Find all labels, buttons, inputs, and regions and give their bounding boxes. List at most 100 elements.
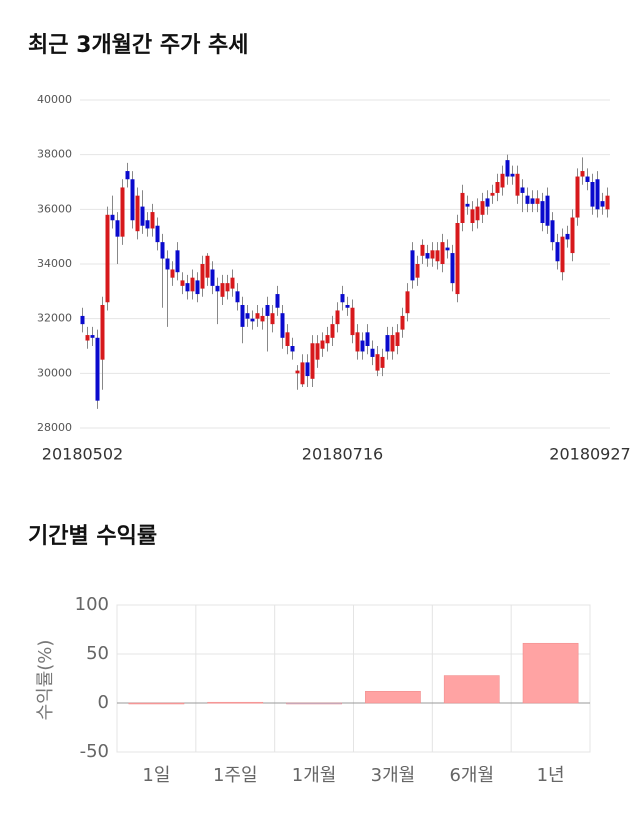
candle-body [470,209,475,223]
candle-body [455,223,460,295]
candle-body [380,356,385,368]
candle-body [100,305,105,360]
bar [207,701,264,704]
candle-body [430,250,435,259]
x-tick-label: 20180927 [549,445,630,464]
x-tick-label: 3개월 [371,765,416,786]
candle-body [545,195,550,226]
candle-body [580,171,585,177]
candle-body [205,255,210,278]
candle-body [465,203,470,207]
candle-body [215,285,220,292]
candle-body [160,242,165,259]
candle-body [480,201,485,215]
candle-body [435,250,440,262]
candle-body [280,313,285,338]
candle-body [155,225,160,243]
candle-body [110,214,115,221]
y-tick-label: 32000 [37,312,72,325]
x-tick-label: 20180716 [302,445,383,464]
candle-body [115,220,120,237]
candle-body [535,198,540,204]
bar [128,702,185,705]
candle-body [175,250,180,273]
candle-body [600,201,605,207]
candle-body [130,179,135,221]
y-tick-label: 40000 [37,93,72,106]
candle-body [540,201,545,223]
candle-body [250,318,255,322]
candle-body [120,187,125,237]
candle-body [340,294,345,303]
candle-body [525,195,530,204]
candle-body [345,305,350,308]
y-tick-label: 100 [75,594,109,615]
candle-body [560,236,565,273]
bar [286,702,342,705]
candle-body [170,269,175,278]
candle-body [275,294,280,308]
chart-title: 최근 3개월간 주가 추세 [28,33,248,58]
candle-body [260,315,265,322]
candle-body [555,242,560,262]
candle-body [330,324,335,338]
candle-body [240,305,245,327]
candle-body [285,332,290,346]
candle-body [210,269,215,286]
candle-body [265,305,270,316]
y-tick-label: 38000 [37,148,72,161]
candle-body [325,335,330,344]
candle-body [185,283,190,292]
bar [522,642,579,704]
candle-body [80,315,85,325]
candle-body [605,195,610,210]
candle-body [595,179,600,210]
candle-body [105,214,110,303]
candle-body [180,280,185,286]
candle-body [230,277,235,289]
candle-body [350,307,355,336]
x-tick-label: 1개월 [292,765,337,786]
y-tick-label: 36000 [37,202,72,215]
candle-body [335,310,340,325]
candle-body [315,343,320,360]
candle-body [150,212,155,229]
candle-body [355,332,360,352]
y-tick-label: 50 [86,643,109,664]
candle-body [370,348,375,357]
candle-body [395,332,400,346]
candle-body [485,198,490,207]
candle-body [135,195,140,232]
candle-body [415,264,420,278]
x-tick-label: 1일 [142,765,170,786]
x-tick-label: 20180502 [42,445,123,464]
candle-body [85,335,90,341]
candle-body [490,192,495,196]
candle-body [565,233,570,240]
candle-body [95,337,100,401]
candle-body [295,370,300,374]
y-axis-label: 수익률(%) [35,640,56,721]
candle-body [400,315,405,330]
candle-body [255,313,260,319]
candle-body [375,354,380,371]
candle-body [310,343,315,379]
candle-body [200,264,205,289]
candle-body [425,253,430,259]
candle-body [125,171,130,180]
bar [443,675,500,704]
candle-body [520,187,525,193]
candle-body [530,198,535,204]
x-tick-label: 6개월 [449,765,494,786]
candle-body [305,362,310,377]
candle-body [220,283,225,297]
x-tick-label: 1주일 [213,765,258,786]
candle-body [90,335,95,338]
candle-body [225,283,230,292]
candle-body [515,173,520,196]
candle-body [570,217,575,254]
candle-body [320,340,325,349]
candle-body [140,206,145,226]
candle-body [590,182,595,207]
